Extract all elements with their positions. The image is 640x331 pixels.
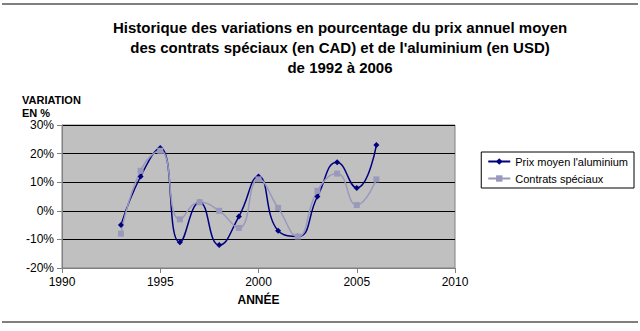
svg-text:1995: 1995	[147, 275, 174, 289]
svg-text:1990: 1990	[49, 275, 76, 289]
svg-text:10%: 10%	[30, 175, 54, 189]
svg-text:de 1992 à 2006: de 1992 à 2006	[287, 59, 392, 76]
svg-text:ANNÉE: ANNÉE	[237, 292, 279, 307]
svg-text:Historique des variations en p: Historique des variations en pourcentage…	[113, 19, 567, 36]
svg-text:-20%: -20%	[26, 261, 54, 275]
svg-text:2005: 2005	[343, 275, 370, 289]
svg-text:30%: 30%	[30, 118, 54, 132]
svg-text:-10%: -10%	[26, 232, 54, 246]
svg-text:des contrats spéciaux (en CAD): des contrats spéciaux (en CAD) et de l'a…	[130, 39, 549, 56]
svg-text:Contrats spéciaux: Contrats spéciaux	[515, 173, 604, 185]
svg-text:VARIATION: VARIATION	[22, 94, 81, 106]
svg-text:0%: 0%	[37, 204, 55, 218]
svg-text:EN %: EN %	[22, 107, 50, 119]
svg-text:2010: 2010	[442, 275, 469, 289]
svg-text:Prix moyen l'aluminium: Prix moyen l'aluminium	[515, 156, 628, 168]
svg-text:2000: 2000	[245, 275, 272, 289]
svg-text:20%: 20%	[30, 147, 54, 161]
